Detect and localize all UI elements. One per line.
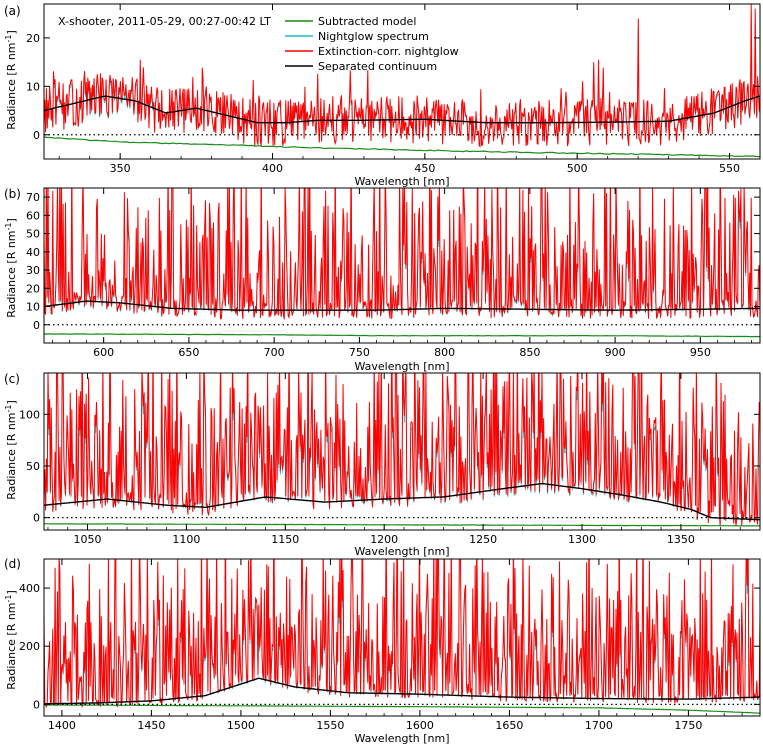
panel-b-xlabel: Wavelength [nm] bbox=[354, 360, 449, 373]
panel-b-extinction-corr-line bbox=[44, 188, 760, 320]
panel-c-xtick-label: 1150 bbox=[271, 533, 299, 546]
panel-d-xtick-label: 1450 bbox=[137, 719, 165, 732]
panel-b-ylabel: Radiance [R nm-1] bbox=[4, 218, 18, 318]
panel-c-subtracted-model-line bbox=[44, 523, 760, 527]
panel-a-xtick-label: 450 bbox=[414, 162, 435, 175]
panel-c-ytick-label: 50 bbox=[26, 460, 40, 473]
panel-a-plot-area bbox=[44, 4, 760, 158]
panel-b-ytick-label: 50 bbox=[26, 228, 40, 241]
panel-b-continuum-line bbox=[44, 300, 760, 311]
panel-a-label: (a) bbox=[4, 4, 21, 18]
panel-d-extinction-corr-line bbox=[44, 559, 760, 709]
panel-b-subtracted-model-line bbox=[44, 333, 760, 338]
panel-d-xtick-label: 1550 bbox=[316, 719, 344, 732]
panel-c-xlabel: Wavelength [nm] bbox=[354, 545, 449, 558]
panel-a-extinction-corr-line bbox=[44, 4, 760, 148]
panel-d: (d) Wavelength [nm] Radiance [R nm-1] bbox=[4, 557, 450, 745]
panel-b-xtick-label: 600 bbox=[93, 346, 114, 359]
panel-c-xtick-label: 1050 bbox=[74, 533, 102, 546]
panel-a-xtick-label: 500 bbox=[567, 162, 588, 175]
legend-label-subtracted-model: Subtracted model bbox=[318, 15, 416, 28]
panel-b-xtick-label: 700 bbox=[264, 346, 285, 359]
panel-a-continuum-line bbox=[44, 95, 760, 124]
panel-a-xtick-label: 400 bbox=[262, 162, 283, 175]
panel-c-plot-area bbox=[44, 373, 760, 527]
panel-a-ytick-label: 0 bbox=[33, 129, 40, 142]
panel-b-xtick-label: 650 bbox=[178, 346, 199, 359]
panel-d-xtick-label: 1400 bbox=[48, 719, 76, 732]
panel-c-ytick-label: 100 bbox=[19, 408, 40, 421]
panel-b: (b) Wavelength [nm] Radiance [R nm-1] bbox=[4, 187, 450, 373]
panel-d-xtick-label: 1750 bbox=[674, 719, 702, 732]
panel-c-extinction-corr-line bbox=[44, 373, 760, 527]
panel-c-xtick-label: 1200 bbox=[370, 533, 398, 546]
panel-c: (c) Wavelength [nm] Radiance [R nm-1] bbox=[4, 372, 450, 558]
panel-a-subtracted-model-line bbox=[44, 136, 760, 158]
panel-d-xtick-label: 1600 bbox=[406, 719, 434, 732]
panel-b-ytick-label: 30 bbox=[26, 264, 40, 277]
panel-a-ytick-label: 10 bbox=[26, 80, 40, 93]
panel-d-label: (d) bbox=[4, 557, 21, 571]
panel-b-label: (b) bbox=[4, 187, 21, 201]
panel-c-continuum-line bbox=[44, 482, 760, 521]
panel-a-ylabel: Radiance [R nm-1] bbox=[4, 30, 18, 130]
panel-a-xlabel: Wavelength [nm] bbox=[354, 175, 449, 188]
panel-a-xtick-label: 550 bbox=[719, 162, 740, 175]
panel-d-xtick-label: 1500 bbox=[227, 719, 255, 732]
legend-label-extinction-corr: Extinction-corr. nightglow bbox=[318, 45, 459, 58]
panel-d-continuum-line bbox=[44, 677, 760, 705]
panel-b-ytick-label: 20 bbox=[26, 282, 40, 295]
panel-a-xtick-label: 350 bbox=[110, 162, 131, 175]
panel-b-xtick-label: 950 bbox=[690, 346, 711, 359]
legend-label-separated-continuum: Separated continuum bbox=[318, 60, 437, 73]
panel-b-ytick-label: 0 bbox=[33, 319, 40, 332]
panel-c-label: (c) bbox=[4, 372, 20, 386]
panel-d-ytick-label: 0 bbox=[33, 698, 40, 711]
panel-a-ytick-label: 20 bbox=[26, 32, 40, 45]
panel-c-xtick-label: 1300 bbox=[568, 533, 596, 546]
panel-d-xtick-label: 1650 bbox=[495, 719, 523, 732]
panel-c-xtick-label: 1100 bbox=[172, 533, 200, 546]
panel-d-ylabel: Radiance [R nm-1] bbox=[4, 590, 18, 690]
panel-a-legend: Subtracted model Nightglow spectrum Exti… bbox=[285, 15, 459, 73]
panel-d-xlabel: Wavelength [nm] bbox=[354, 732, 449, 745]
panel-b-ytick-label: 60 bbox=[26, 209, 40, 222]
panel-d-ytick-label: 200 bbox=[19, 640, 40, 653]
panel-d-ytick-label: 400 bbox=[19, 582, 40, 595]
panel-b-xtick-label: 750 bbox=[349, 346, 370, 359]
panel-b-ytick-label: 40 bbox=[26, 246, 40, 259]
panel-d-xtick-label: 1700 bbox=[585, 719, 613, 732]
panel-c-xtick-label: 1250 bbox=[469, 533, 497, 546]
panel-a-annotation: X-shooter, 2011-05-29, 00:27-00:42 LT bbox=[58, 15, 271, 28]
panel-b-ytick-label: 10 bbox=[26, 301, 40, 314]
panel-b-xtick-label: 900 bbox=[605, 346, 626, 359]
panel-b-xtick-label: 850 bbox=[519, 346, 540, 359]
panel-c-ylabel: Radiance [R nm-1] bbox=[4, 400, 18, 500]
legend-label-nightglow-spectrum: Nightglow spectrum bbox=[318, 30, 429, 43]
panel-d-plot-area bbox=[44, 559, 760, 714]
panel-b-ytick-label: 70 bbox=[26, 191, 40, 204]
panel-c-ytick-label: 0 bbox=[33, 512, 40, 525]
panel-b-plot-area bbox=[44, 188, 760, 338]
panel-a: (a) X-shooter, 2011-05-29, 00:27-00:42 L… bbox=[4, 4, 459, 188]
panel-b-xtick-label: 800 bbox=[434, 346, 455, 359]
panel-b-frame bbox=[43, 187, 761, 344]
panel-d-subtracted-model-line bbox=[44, 704, 760, 714]
panel-c-xtick-label: 1350 bbox=[667, 533, 695, 546]
panel-c-frame bbox=[43, 372, 761, 531]
panel-a-frame bbox=[43, 3, 761, 160]
